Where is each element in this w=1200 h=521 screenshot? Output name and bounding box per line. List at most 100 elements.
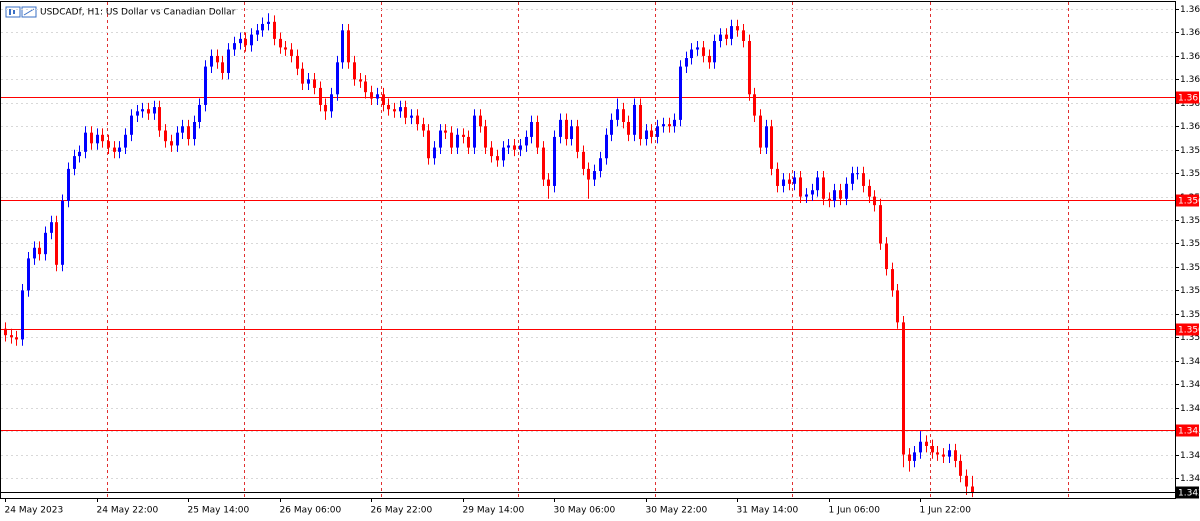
candle-body xyxy=(261,23,264,31)
candle-body xyxy=(668,124,671,127)
x-tick-label: 26 May 06:00 xyxy=(280,506,342,516)
candle-body xyxy=(502,147,505,161)
candle-body xyxy=(164,130,167,142)
candle-body xyxy=(404,107,407,118)
candle-body xyxy=(4,328,7,336)
candle-body xyxy=(422,124,425,131)
candle-body xyxy=(462,134,465,137)
candle-body xyxy=(301,68,304,84)
candle-body xyxy=(879,205,882,244)
candle-body xyxy=(141,109,144,112)
candle-body xyxy=(78,151,81,157)
candle-body xyxy=(553,136,556,186)
candle-body xyxy=(21,290,24,340)
candle-body xyxy=(124,134,127,148)
level-label-box xyxy=(1176,424,1199,437)
candle-body xyxy=(227,49,230,73)
candle-body xyxy=(587,168,590,180)
candle-body xyxy=(210,55,213,67)
candle-body xyxy=(67,168,70,201)
candle-body xyxy=(913,452,916,461)
x-tick-label: 30 May 06:00 xyxy=(554,506,616,516)
icon-bar xyxy=(13,10,15,14)
candle-body xyxy=(118,147,121,152)
candle-body xyxy=(181,126,184,133)
chart-title: USDCADf, H1: US Dollar vs Canadian Dolla… xyxy=(40,8,236,18)
candle-body xyxy=(616,109,619,120)
y-tick-label: 1.34460 xyxy=(1180,451,1200,461)
candle-body xyxy=(896,290,899,323)
candle-body xyxy=(965,475,968,487)
y-tick-label: 1.35560 xyxy=(1180,216,1200,226)
candle-body xyxy=(736,26,739,31)
candle-body xyxy=(525,136,528,146)
candle-body xyxy=(376,94,379,99)
candle-body xyxy=(942,454,945,457)
level-label-box xyxy=(1176,194,1199,207)
candle-body xyxy=(336,62,339,95)
candle-body xyxy=(153,107,156,114)
x-tick-label: 1 Jun 06:00 xyxy=(829,506,881,516)
candle-body xyxy=(364,81,367,93)
candle-body xyxy=(593,171,596,180)
candle-body xyxy=(828,198,831,201)
candle-body xyxy=(84,132,87,152)
candle-body xyxy=(868,185,871,197)
candle-body xyxy=(216,55,219,63)
candle-body xyxy=(399,107,402,112)
x-tick-label: 25 May 14:00 xyxy=(188,506,250,516)
candle-body xyxy=(38,247,41,255)
candle-body xyxy=(822,177,825,199)
candle-body xyxy=(307,79,310,84)
candle-body xyxy=(891,269,894,291)
candle-body xyxy=(107,141,110,148)
candle-body xyxy=(702,47,705,56)
candle-body xyxy=(799,177,802,197)
last-price-box xyxy=(1176,486,1199,499)
candle-body xyxy=(576,126,579,152)
candle-body xyxy=(542,147,545,180)
candle-body xyxy=(290,49,293,56)
candle-body xyxy=(873,196,876,206)
candle-body xyxy=(450,132,453,148)
candle-body xyxy=(370,92,373,99)
level-label-box xyxy=(1176,323,1199,336)
candle-body xyxy=(61,200,64,265)
candle-body xyxy=(582,151,585,169)
y-tick-label: 1.35120 xyxy=(1180,310,1200,320)
candle-body xyxy=(444,130,447,133)
candle-body xyxy=(513,145,516,150)
y-tick-label: 1.36440 xyxy=(1180,28,1200,38)
candle-body xyxy=(519,145,522,150)
candle-body xyxy=(187,126,190,140)
candle-body xyxy=(708,55,711,63)
candle-body xyxy=(627,122,630,135)
candle-body xyxy=(811,190,814,195)
candle-body xyxy=(776,168,779,186)
candle-body xyxy=(816,177,819,191)
candle-body xyxy=(856,173,859,175)
x-tick-label: 30 May 22:00 xyxy=(646,506,708,516)
candle-body xyxy=(147,109,150,114)
level-label: 1.35655 xyxy=(1178,197,1200,207)
y-tick-label: 1.34680 xyxy=(1180,404,1200,414)
candle-body xyxy=(73,156,76,169)
candle-body xyxy=(101,134,104,142)
candle-body xyxy=(570,126,573,140)
candle-body xyxy=(27,258,30,291)
candle-body xyxy=(273,21,276,39)
candle-body xyxy=(656,126,659,137)
candle-body xyxy=(765,126,768,148)
candle-body xyxy=(55,222,58,265)
candle-body xyxy=(948,450,951,457)
x-tick-label: 29 May 14:00 xyxy=(463,506,525,516)
candle-body xyxy=(490,147,493,157)
candle-body xyxy=(565,119,568,140)
candle-body xyxy=(44,232,47,255)
candle-body xyxy=(862,173,865,186)
x-tick-label: 26 May 22:00 xyxy=(371,506,433,516)
y-tick-label: 1.34350 xyxy=(1180,474,1200,484)
y-tick-label: 1.34790 xyxy=(1180,380,1200,390)
candle-body xyxy=(244,38,247,46)
